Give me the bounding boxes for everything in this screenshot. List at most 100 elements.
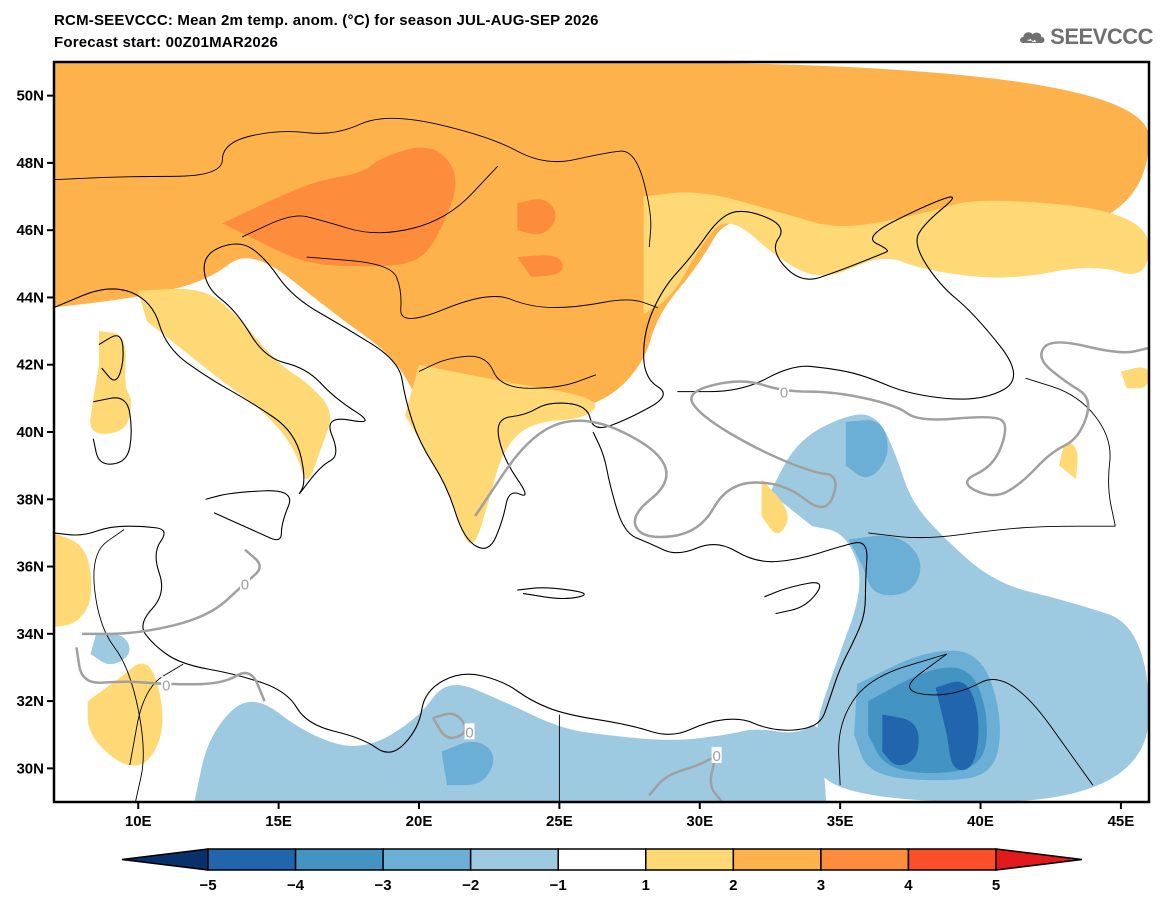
colorbar-bin — [207, 848, 297, 871]
colorbar-tick-label: −4 — [287, 877, 305, 894]
caspian-warm-region — [1120, 367, 1149, 389]
colorbar-bin — [907, 848, 997, 871]
country-border — [868, 525, 1116, 539]
seevccc-logo: SEEVCCC — [1018, 22, 1153, 52]
country-border — [129, 663, 184, 766]
colorbar-bin — [382, 848, 472, 871]
colorbar-tick-label: −5 — [199, 877, 216, 894]
lat-tick-label: 48N — [16, 155, 44, 172]
cloud-icon — [1020, 32, 1045, 43]
coastline — [54, 196, 1015, 549]
contour-label: 0 — [241, 576, 249, 593]
greece-warm-region — [404, 364, 596, 544]
coastline — [764, 582, 821, 615]
coastline — [98, 335, 124, 381]
libya-coast-cool-region — [194, 684, 827, 802]
lat-tick-label: 34N — [16, 626, 44, 643]
italy-warm-region — [138, 288, 331, 480]
country-border — [838, 653, 947, 786]
colorbar-bin — [294, 848, 384, 871]
contour-label-bg — [779, 383, 789, 400]
logo-text: SEEVCCC — [1050, 24, 1153, 49]
tunisia-cool-region — [90, 633, 130, 665]
colorbar-tick-label: −2 — [462, 877, 479, 894]
lon-tick-label: 20E — [406, 813, 433, 830]
egypt-zero-contour — [431, 712, 467, 740]
colorbar-tick-label: 1 — [642, 877, 650, 894]
colorbar-bin — [645, 848, 735, 871]
colorbar-tick-label: 3 — [817, 877, 825, 894]
egypt-zero-contour-2 — [648, 757, 724, 802]
contour-label: 0 — [780, 385, 788, 402]
colorbar-low-arrow — [121, 848, 209, 871]
contour-label-bg — [161, 676, 172, 693]
colorbar-tick-label: 4 — [904, 877, 913, 894]
central-europe-warm-region — [54, 62, 1149, 487]
lat-tick-label: 46N — [16, 222, 44, 239]
north-africa-west-warm-region — [54, 532, 92, 628]
country-border — [241, 165, 498, 238]
lon-tick-label: 15E — [265, 813, 292, 830]
iraq-cool-4-region — [935, 681, 979, 771]
colorbar-bin — [469, 848, 559, 871]
contour-label: 0 — [712, 748, 720, 765]
lat-tick-label: 30N — [16, 760, 44, 777]
turkey-warm-patch-region — [761, 479, 788, 534]
turkey-east-cool-2-region — [845, 420, 888, 478]
lat-tick-label: 40N — [16, 424, 44, 441]
romania-hot-region — [517, 199, 556, 235]
black-sea-north-warm-region — [643, 192, 1149, 315]
zero-contour-layer: 0 0 0 0 0 — [75, 341, 1149, 802]
coastline — [92, 397, 132, 465]
lat-tick-label: 42N — [16, 357, 44, 374]
colorbar-tick-label: 5 — [992, 877, 1000, 894]
coastline-layer — [54, 117, 1116, 802]
lon-tick-label: 30E — [686, 813, 713, 830]
coastline — [517, 587, 585, 600]
sardinia-corsica-warm-region — [90, 331, 131, 434]
coastline — [54, 431, 868, 753]
contour-label-bg — [711, 746, 722, 763]
anomaly-fill-layer — [54, 62, 1149, 802]
pannonian-hot-region — [222, 147, 456, 267]
coastline — [205, 490, 291, 541]
armenia-warm-region — [1059, 442, 1078, 480]
libya-west-warm-region — [87, 663, 163, 766]
country-border — [418, 355, 597, 389]
longitude-axis: 10E 15E 20E 25E 30E 35E 40E 45E — [125, 802, 1134, 830]
lat-tick-label: 32N — [16, 693, 44, 710]
lon-tick-label: 10E — [125, 813, 152, 830]
colorbar-bin — [557, 848, 647, 871]
contour-label-bg — [464, 723, 475, 740]
colorbar: −5 −4 −3 −2 −1 1 2 3 4 5 — [121, 848, 1083, 894]
libya-cool-2-region — [441, 741, 494, 786]
colorbar-tick-label: 2 — [729, 877, 737, 894]
country-border — [306, 256, 658, 319]
colorbar-tick-label: −1 — [550, 877, 567, 894]
lat-tick-label: 44N — [16, 289, 44, 306]
map-title: RCM-SEEVCCC: Mean 2m temp. anom. (°C) fo… — [54, 12, 599, 29]
turkey-zero-contour — [474, 341, 1149, 539]
country-border — [909, 653, 1094, 786]
latitude-axis: 50N 48N 46N 44N 42N 40N 38N 36N 34N 32N 30N — [16, 88, 54, 777]
contour-label: 0 — [162, 677, 170, 694]
contour-label-bg — [239, 575, 250, 592]
lon-tick-label: 25E — [546, 813, 573, 830]
forecast-start-label: Forecast start: 00Z01MAR2026 — [54, 34, 279, 51]
romania-hot-2-region — [517, 255, 563, 278]
lat-tick-label: 38N — [16, 491, 44, 508]
jordan-cool-4-region — [882, 714, 919, 766]
lat-tick-label: 36N — [16, 559, 44, 576]
colorbar-bin — [820, 848, 910, 871]
lat-tick-label: 50N — [16, 88, 44, 105]
colorbar-high-arrow — [995, 848, 1083, 871]
country-border — [1025, 377, 1116, 527]
country-border — [54, 117, 652, 248]
contour-label: 0 — [465, 724, 473, 741]
lon-tick-label: 40E — [967, 813, 994, 830]
libya-zero-contour-2 — [75, 647, 266, 702]
colorbar-tick-label: −3 — [375, 877, 392, 894]
colorbar-bin — [732, 848, 822, 871]
libya-zero-contour-1 — [82, 548, 261, 636]
